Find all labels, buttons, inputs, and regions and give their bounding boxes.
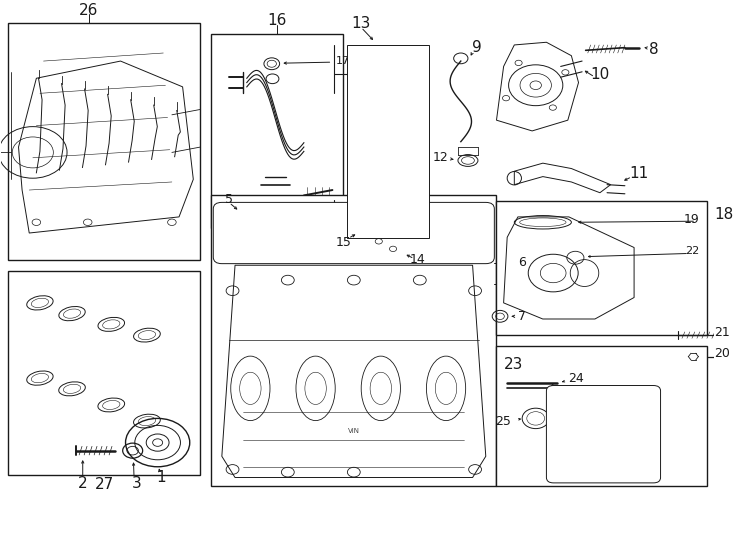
Text: 3: 3 — [131, 476, 141, 491]
Text: 9: 9 — [473, 40, 482, 55]
Text: 25: 25 — [495, 415, 511, 428]
Text: 23: 23 — [504, 357, 523, 372]
Text: 6: 6 — [518, 256, 526, 269]
Text: 1: 1 — [156, 470, 166, 485]
Text: 13: 13 — [352, 16, 371, 31]
Bar — [496, 346, 707, 485]
Text: 17: 17 — [336, 56, 350, 66]
FancyBboxPatch shape — [546, 386, 661, 483]
Bar — [346, 45, 429, 238]
Text: 19: 19 — [684, 213, 700, 226]
Text: 5: 5 — [225, 193, 233, 206]
Text: 21: 21 — [714, 326, 730, 339]
Text: 14: 14 — [410, 253, 426, 266]
Text: 18: 18 — [714, 207, 733, 222]
Text: 20: 20 — [714, 347, 730, 360]
Bar — [211, 195, 496, 485]
Bar — [8, 23, 200, 260]
Text: VIN: VIN — [348, 428, 360, 434]
Text: 8: 8 — [649, 42, 658, 57]
Bar — [496, 201, 707, 335]
Text: 2: 2 — [78, 476, 87, 491]
Text: 4: 4 — [349, 174, 359, 190]
Text: 7: 7 — [518, 310, 526, 323]
Text: 22: 22 — [686, 246, 700, 256]
Bar — [211, 34, 343, 228]
Bar — [8, 271, 200, 475]
Text: 27: 27 — [95, 477, 114, 492]
Text: 26: 26 — [79, 3, 98, 17]
Text: 15: 15 — [336, 235, 352, 248]
Text: 24: 24 — [568, 372, 584, 384]
Text: 12: 12 — [433, 151, 448, 164]
Text: 10: 10 — [590, 67, 609, 82]
Text: 16: 16 — [267, 14, 287, 28]
Text: 11: 11 — [630, 166, 649, 181]
FancyBboxPatch shape — [214, 202, 494, 264]
